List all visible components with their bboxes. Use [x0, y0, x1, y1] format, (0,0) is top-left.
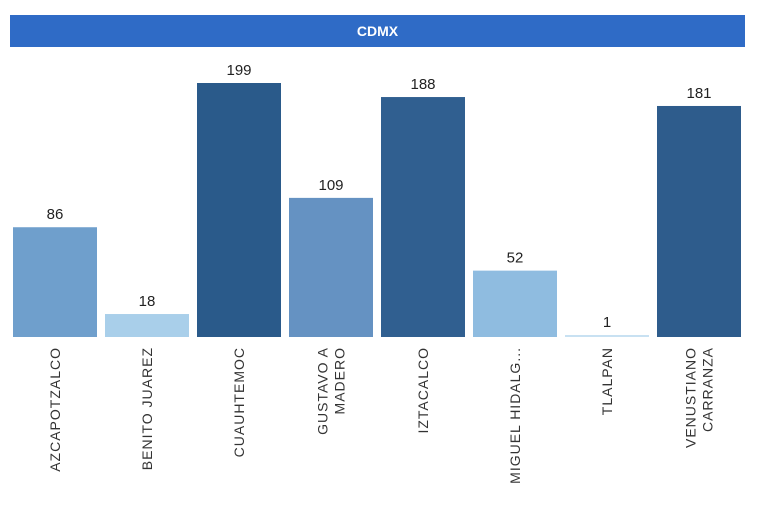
category-tick-label: VENUSTIANO	[683, 347, 699, 448]
chart-title-bar: CDMX	[10, 15, 745, 47]
bar	[657, 105, 741, 337]
bar	[289, 197, 373, 337]
category-tick-label: MADERO	[332, 347, 348, 414]
bar-value-label: 188	[410, 76, 435, 93]
bar	[197, 83, 281, 337]
category-tick-label: AZCAPOTZALCO	[47, 347, 63, 472]
category-tick-label: CARRANZA	[700, 347, 716, 432]
category-tick-label: IZTACALCO	[415, 347, 431, 434]
bar-value-label: 109	[318, 177, 343, 194]
bar	[565, 335, 649, 337]
bar-value-label: 18	[139, 293, 156, 310]
bar-value-label: 52	[507, 250, 524, 267]
category-tick-label: MIGUEL HIDALG...	[507, 347, 523, 484]
category-tick-label: CUAUHTEMOC	[231, 347, 247, 457]
bar	[13, 227, 97, 337]
bar-value-label: 199	[226, 62, 251, 79]
bar	[381, 97, 465, 338]
category-tick-label: GUSTAVO A	[315, 347, 331, 435]
bar-value-label: 181	[686, 85, 711, 102]
category-tick-label: TLALPAN	[599, 347, 615, 415]
bar	[473, 270, 557, 337]
bar-value-label: 86	[47, 206, 64, 223]
chart-title: CDMX	[356, 23, 399, 39]
bar	[105, 314, 189, 337]
bar-value-label: 1	[603, 314, 611, 331]
category-tick-label: BENITO JUAREZ	[139, 347, 155, 470]
